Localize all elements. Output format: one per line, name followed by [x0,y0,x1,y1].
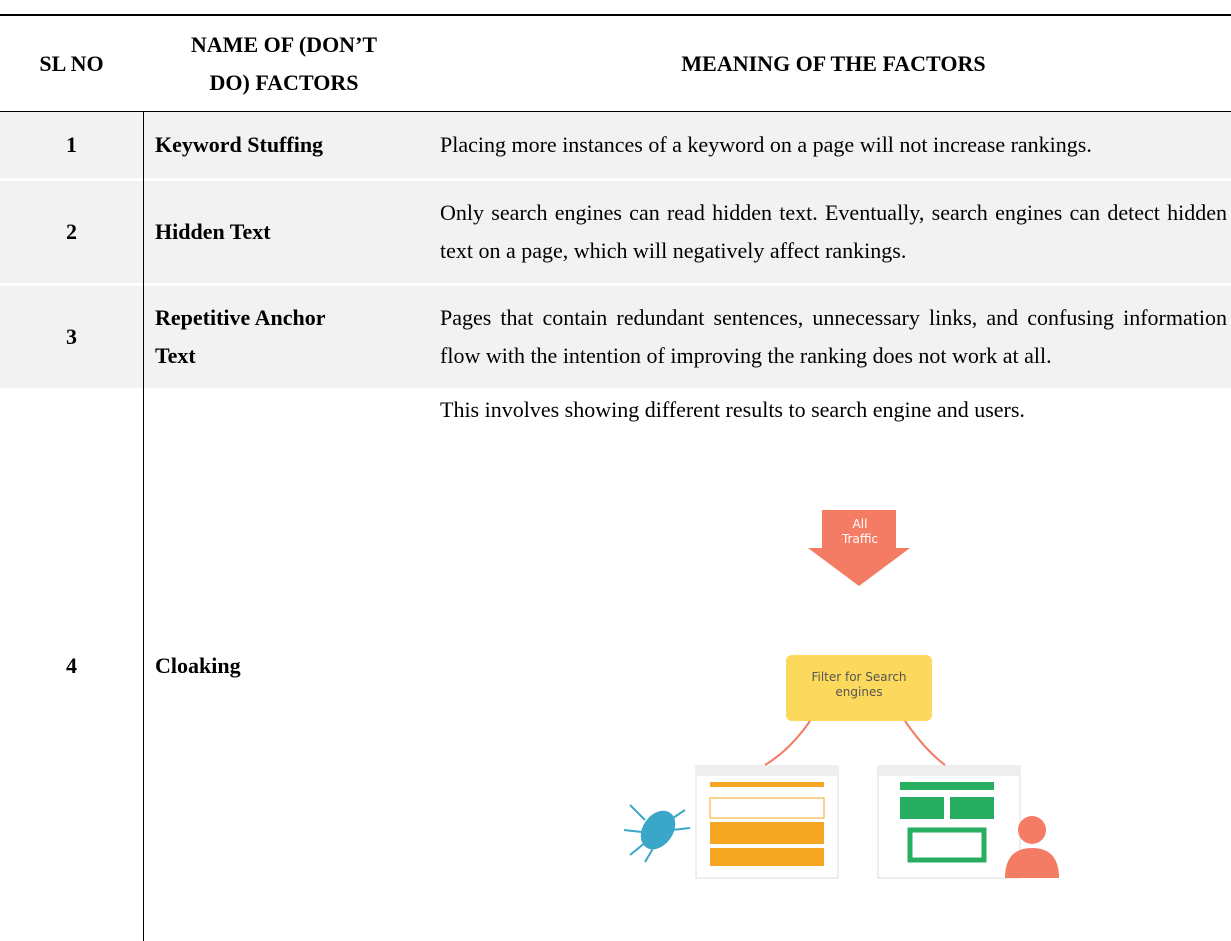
cell: Only search engines can read hidden text… [440,200,1227,263]
header-rule [0,111,1231,112]
filter-label: Filter for Search engines [786,670,932,700]
traffic-arrow [808,510,910,586]
browser-bot [695,765,839,879]
header-text: NAME OF (DON’T DO) FACTORS [190,32,378,95]
cell: 1 [66,132,77,157]
spider-legs [623,804,691,863]
cell: Hidden Text [155,219,271,244]
cell: Cloaking [155,653,241,678]
row-separator [0,283,1231,286]
connector [764,720,811,766]
user-icon [1005,816,1059,878]
filter-box [786,655,932,721]
block [900,797,944,819]
row-separator [0,178,1231,181]
block [710,822,824,844]
block [950,797,994,819]
header-cell: SL NO [39,51,104,76]
arrow-label: All Traffic [808,517,912,547]
block [710,848,824,866]
header-cell: NAME OF (DON’T DO) FACTORS [143,16,425,112]
browser-user [877,765,1021,879]
column-rule [143,112,144,941]
cell: This involves showing different results … [440,397,1025,422]
cell: Placing more instances of a keyword on a… [440,132,1092,157]
block [710,782,824,787]
cell: Pages that contain redundant sentences, … [440,305,1227,368]
connector [904,720,946,766]
row-separator [0,388,1231,391]
cell: 2 [66,219,77,244]
header-cell: MEANING OF THE FACTORS [681,51,986,76]
filter-text: Filter for Search engines [811,670,907,699]
cloaking-figure [623,510,1059,879]
block [709,797,825,819]
block [907,827,987,863]
window-bar [696,766,838,776]
cell: 3 [66,324,77,349]
cell: Keyword Stuffing [155,132,324,157]
row-background [0,112,1231,390]
top-rule [0,14,1231,16]
block [900,782,994,790]
cell: 4 [66,653,77,678]
user-head [1018,816,1046,844]
user-body [1005,848,1059,878]
spider-body [640,810,676,850]
spider [623,804,691,863]
window-bar [878,766,1020,776]
cell: Repetitive Anchor Text [155,305,326,368]
arrow-text: All Traffic [841,517,879,546]
